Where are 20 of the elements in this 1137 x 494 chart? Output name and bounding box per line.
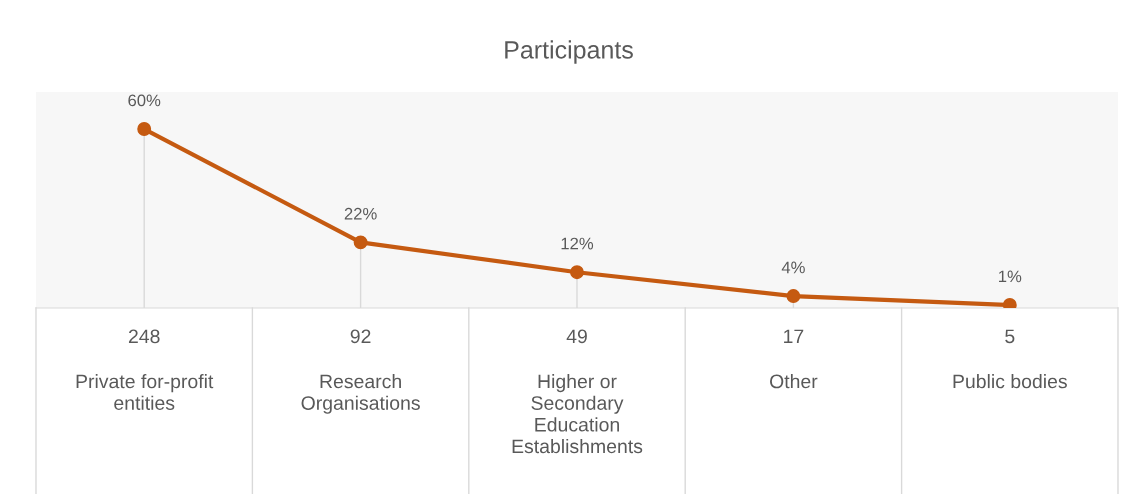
point	[353, 235, 368, 250]
chart-title: Participants	[505, 40, 633, 64]
x-tick-label: Research Organisations	[301, 374, 420, 414]
text: 248	[128, 329, 160, 344]
point	[137, 122, 152, 136]
text: 92	[350, 329, 371, 344]
x-tick-label: Public bodies	[953, 374, 1067, 389]
data-label: 60%	[128, 94, 161, 107]
point	[786, 289, 801, 304]
data-label: 1%	[999, 270, 1022, 283]
data-label: 22%	[344, 207, 377, 220]
text: 17	[784, 329, 804, 344]
data-label: 12%	[561, 237, 594, 250]
point	[570, 265, 584, 280]
x-tick-label: Higher or Secondary Education Establishments	[512, 374, 643, 454]
data-label: 4%	[781, 261, 805, 274]
text: 49	[566, 329, 587, 344]
x-tick-label: Private for-profit entities	[76, 374, 214, 410]
x-tick-label: Other	[770, 374, 818, 389]
text: 5	[1005, 329, 1015, 344]
